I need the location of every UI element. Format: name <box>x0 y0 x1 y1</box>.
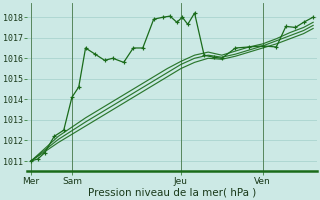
X-axis label: Pression niveau de la mer( hPa ): Pression niveau de la mer( hPa ) <box>88 187 256 197</box>
